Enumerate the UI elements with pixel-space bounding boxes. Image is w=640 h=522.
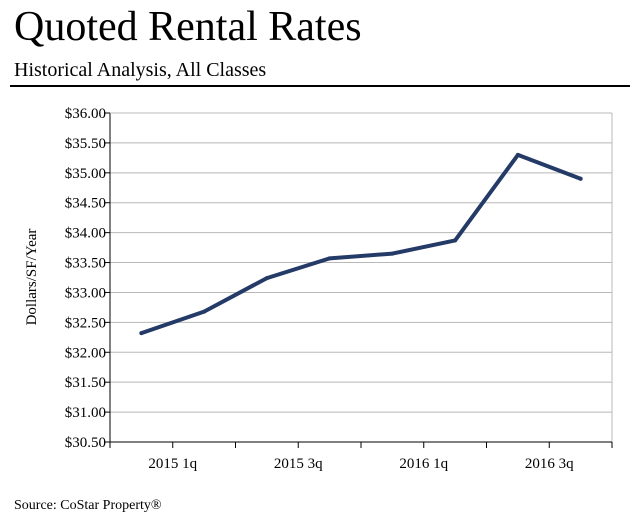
y-tick-label: $31.50 — [65, 375, 106, 391]
series-layer — [139, 152, 583, 336]
x-tick-label: 2015 3q — [274, 456, 323, 472]
y-axis-title: Dollars/SF/Year — [24, 229, 40, 326]
data-point — [139, 331, 144, 336]
x-tick-labels: 2015 1q 2015 3q 2016 1q 2016 3q — [148, 456, 574, 472]
title-divider — [10, 85, 630, 87]
data-point — [202, 309, 207, 314]
chart-title: Quoted Rental Rates — [14, 4, 362, 50]
y-tick-label: $30.50 — [65, 435, 106, 451]
y-tick-label: $34.00 — [65, 226, 106, 242]
x-tick-label: 2016 3q — [525, 456, 574, 472]
data-point — [327, 256, 332, 261]
y-tick-label: $35.00 — [65, 166, 106, 182]
y-tick-label: $32.50 — [65, 315, 106, 331]
y-tick-label: $36.00 — [65, 106, 106, 122]
y-tick-label: $34.50 — [65, 196, 106, 212]
series-line — [139, 152, 583, 336]
data-point — [515, 152, 520, 157]
x-tick-label: 2016 1q — [399, 456, 448, 472]
y-tick-label: $35.50 — [65, 136, 106, 152]
y-tick-label: $31.00 — [65, 405, 106, 421]
x-tick-label: 2015 1q — [148, 456, 197, 472]
source-note: Source: CoStar Property® — [14, 498, 162, 513]
data-point — [264, 276, 269, 281]
y-tick-label: $32.00 — [65, 345, 106, 361]
data-point — [578, 176, 583, 181]
y-tick-label: $33.50 — [65, 256, 106, 272]
data-point — [453, 238, 458, 243]
y-tick-labels: $30.50 $31.00 $31.50 $32.00 $32.50 $33.00 $33.… — [65, 106, 106, 451]
data-point — [390, 251, 395, 256]
y-tick-label: $33.00 — [65, 285, 106, 301]
chart-subtitle: Historical Analysis, All Classes — [14, 59, 267, 81]
axes — [104, 112, 613, 448]
gridlines — [110, 112, 612, 413]
